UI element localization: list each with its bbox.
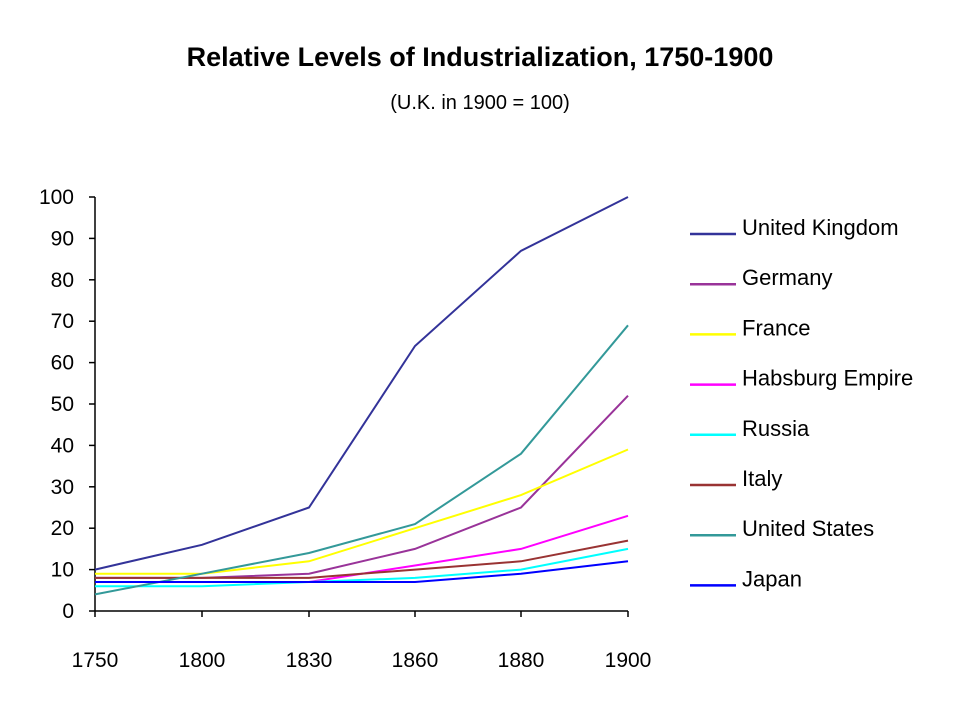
- x-tick-label: 1750: [72, 649, 119, 672]
- series-line-russia: [95, 547, 629, 588]
- x-tick-label: 1830: [286, 649, 333, 672]
- y-tick-label: 30: [51, 476, 74, 499]
- legend-label: France: [742, 315, 810, 340]
- series-line-japan: [95, 560, 629, 583]
- x-tick-label: 1800: [179, 649, 226, 672]
- y-tick-label: 70: [51, 310, 74, 333]
- series-line-italy: [95, 539, 629, 579]
- chart-subtitle: (U.K. in 1900 = 100): [390, 92, 570, 114]
- y-tick-label: 60: [51, 352, 74, 375]
- x-tick-label: 1860: [392, 649, 439, 672]
- legend-label: Germany: [742, 265, 832, 290]
- series-layer: [94, 196, 629, 596]
- legend-label: Japan: [742, 566, 802, 591]
- chart-legend: United Kingdom Germany France Habsburg Empi…: [690, 215, 913, 591]
- legend-label: United Kingdom: [742, 215, 899, 240]
- y-tick-label: 10: [51, 559, 74, 582]
- y-tick-label: 80: [51, 269, 74, 292]
- legend-label: Russia: [742, 416, 810, 441]
- y-tick-label: 50: [51, 393, 74, 416]
- y-tick-label: 20: [51, 517, 74, 540]
- x-tick-label: 1880: [498, 649, 545, 672]
- series-line-habsburg-empire: [95, 514, 629, 583]
- legend-label: United States: [742, 516, 874, 541]
- y-tick-label: 0: [62, 600, 74, 623]
- chart-axes: 0 10 20 30 40 50 60 70 80 90 100 1750 1800 1830 1860 18…: [39, 186, 651, 672]
- legend-label: Habsburg Empire: [742, 366, 913, 391]
- series-line-united-kingdom: [94, 196, 629, 571]
- chart-title: Relative Levels of Industrialization, 17…: [186, 42, 774, 72]
- series-line-france: [95, 448, 629, 575]
- y-tick-label: 90: [51, 227, 74, 250]
- series-line-united-states: [94, 324, 629, 596]
- legend-label: Italy: [742, 466, 782, 491]
- y-tick-label: 40: [51, 434, 74, 457]
- y-tick-label: 100: [39, 186, 74, 209]
- x-tick-label: 1900: [605, 649, 652, 672]
